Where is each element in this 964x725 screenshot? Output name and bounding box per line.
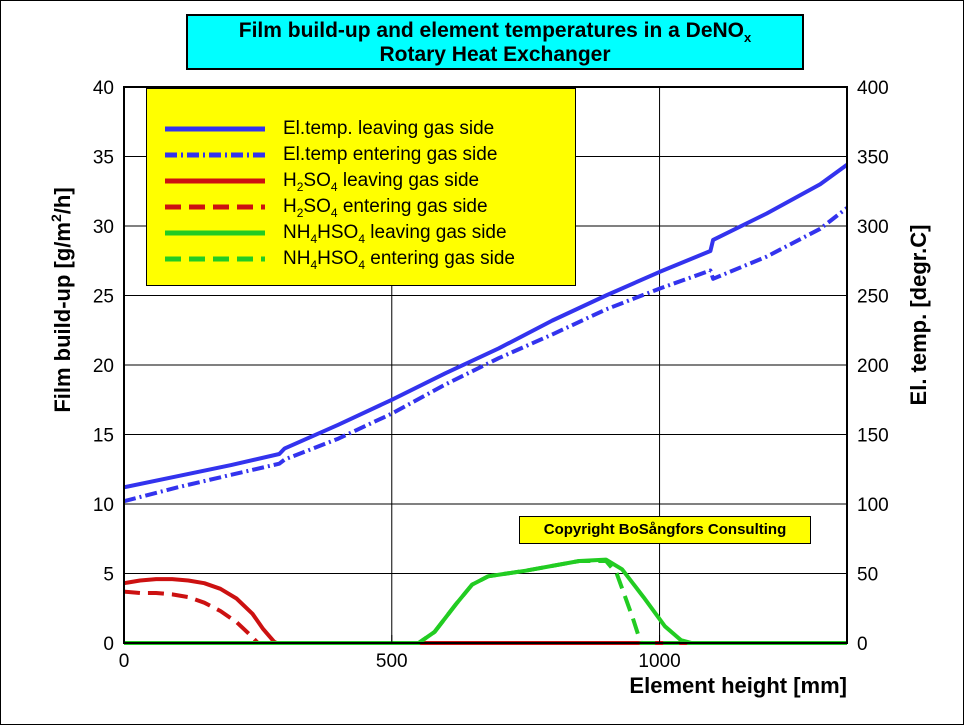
legend-label-subscript: 4 (310, 231, 318, 246)
legend-label-text: HSO (317, 222, 359, 243)
legend-label-text: leaving gas side (365, 222, 507, 243)
legend: El.temp. leaving gas side El.temp enterin… (146, 88, 576, 286)
legend-label-subscript: 4 (310, 257, 318, 272)
legend-label-subscript: 4 (358, 257, 366, 272)
y-right-tick-label: 0 (857, 634, 868, 655)
y-left-tick-label: 0 (103, 634, 114, 655)
x-tick-label: 0 (119, 651, 130, 672)
legend-label-text: El.temp. leaving gas side (283, 118, 495, 139)
series-line-4 (123, 589, 847, 645)
y-left-axis-title-part: Film build-up [g/m (50, 222, 75, 413)
y-right-tick-label: 200 (857, 356, 889, 377)
chart-title-line1: Film build-up and element temperatures i… (188, 19, 802, 46)
legend-label-subscript: 4 (330, 205, 338, 220)
series-line-6 (124, 559, 847, 645)
y-right-tick-label: 400 (857, 78, 889, 99)
legend-label-text: NH (283, 248, 311, 269)
chart-title-line1-subscript: x (744, 30, 752, 46)
legend-label-text: HSO (317, 248, 359, 269)
legend-swatch (165, 256, 265, 262)
copyright-label: Copyright BoSångfors Consulting (519, 516, 811, 544)
legend-label: NH4HSO4 leaving gas side (283, 221, 507, 245)
y-left-tick-label: 10 (93, 495, 114, 516)
y-left-tick-label: 25 (93, 287, 114, 308)
legend-label: El.temp. leaving gas side (283, 117, 494, 141)
legend-label-subscript: 4 (358, 231, 366, 246)
y-left-axis-title: Film build-up [g/m2/h] (48, 187, 75, 412)
y-left-tick-label: 5 (103, 565, 114, 586)
chart-title: Film build-up and element temperatures i… (186, 14, 804, 70)
y-right-tick-label: 50 (857, 565, 878, 586)
y-left-tick-label: 40 (93, 78, 114, 99)
x-axis-title: Element height [mm] (629, 673, 847, 698)
y-right-axis-title: El. temp. [degr.C] (906, 225, 931, 406)
y-right-tick-label: 250 (857, 287, 889, 308)
legend-label-text: leaving gas side (337, 170, 480, 191)
legend-label-text: SO (303, 170, 331, 191)
y-right-tick-label: 150 (857, 426, 889, 447)
legend-swatch (165, 178, 265, 184)
y-left-axis-title-part: /h] (50, 187, 75, 214)
legend-label-text: SO (303, 196, 331, 217)
legend-label-text: NH (283, 222, 311, 243)
legend-label-subscript: 2 (296, 179, 304, 194)
chart-title-line2: Rotary Heat Exchanger (379, 43, 611, 66)
series-line-1 (123, 163, 849, 490)
y-left-axis-title-superscript: 2 (48, 214, 64, 222)
legend-swatch (165, 204, 265, 210)
y-left-tick-label: 35 (93, 148, 114, 169)
legend-label: H2SO4 entering gas side (283, 195, 488, 219)
legend-swatch (165, 126, 265, 132)
legend-label-subscript: 4 (330, 179, 338, 194)
y-right-tick-label: 100 (857, 495, 889, 516)
legend-item: El.temp. leaving gas side (147, 117, 575, 143)
series-line-2 (123, 206, 849, 504)
y-left-tick-label: 20 (93, 356, 114, 377)
chart-title-line1-text: Film build-up and element temperatures i… (238, 19, 745, 42)
legend-label-text: H (283, 196, 297, 217)
legend-label: El.temp entering gas side (283, 143, 497, 167)
y-left-tick-label: 15 (93, 426, 114, 447)
y-right-tick-label: 350 (857, 148, 889, 169)
legend-swatch (165, 230, 265, 236)
y-right-tick-label: 300 (857, 217, 889, 238)
legend-label-text: El.temp entering gas side (283, 144, 498, 165)
legend-label-text: entering gas side (337, 196, 488, 217)
legend-label-text: entering gas side (365, 248, 516, 269)
legend-item: NH4HSO4 entering gas side (147, 247, 575, 273)
legend-item: NH4HSO4 leaving gas side (147, 221, 575, 247)
x-tick-label: 500 (376, 651, 408, 672)
legend-item: H2SO4 entering gas side (147, 195, 575, 221)
x-tick-label: 1000 (638, 651, 680, 672)
legend-label-subscript: 2 (296, 205, 304, 220)
legend-label-text: H (283, 170, 297, 191)
legend-label: H2SO4 leaving gas side (283, 169, 479, 193)
legend-swatch (165, 152, 265, 158)
y-left-tick-label: 30 (93, 217, 114, 238)
legend-label: NH4HSO4 entering gas side (283, 247, 515, 271)
legend-item: H2SO4 leaving gas side (147, 169, 575, 195)
legend-item: El.temp entering gas side (147, 143, 575, 169)
